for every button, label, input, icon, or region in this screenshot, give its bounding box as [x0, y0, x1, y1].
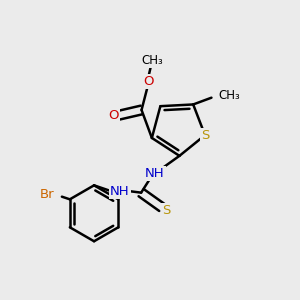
Text: NH: NH [110, 185, 130, 198]
Text: O: O [143, 75, 153, 88]
Text: CH₃: CH₃ [218, 89, 240, 102]
Text: O: O [108, 109, 119, 122]
Text: S: S [162, 204, 170, 217]
Text: Br: Br [40, 188, 54, 201]
Text: S: S [201, 129, 209, 142]
Text: CH₃: CH₃ [141, 54, 163, 67]
Text: NH: NH [145, 167, 165, 180]
